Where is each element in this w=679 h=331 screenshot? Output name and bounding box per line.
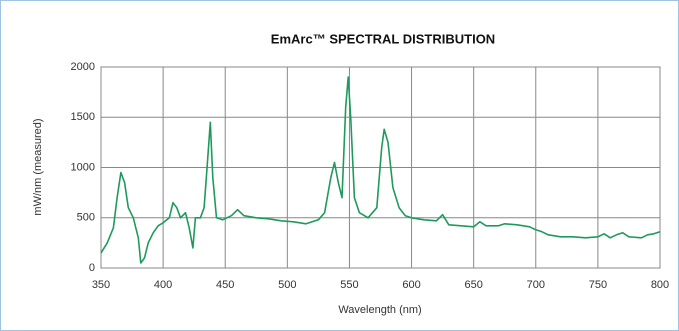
x-tick-label: 500 [278, 279, 296, 291]
y-tick-label: 0 [89, 262, 95, 274]
y-axis-label: mW/nm (measured) [32, 118, 44, 215]
x-tick-label: 600 [402, 279, 420, 291]
spectrum-line [100, 76, 661, 264]
x-tick-label: 750 [589, 279, 607, 291]
x-tick-label: 800 [651, 279, 669, 291]
x-tick-label: 550 [340, 279, 358, 291]
x-tick-label: 350 [92, 279, 110, 291]
x-tick-label: 700 [527, 279, 545, 291]
y-tick-label: 500 [77, 212, 95, 224]
x-tick-label: 400 [154, 279, 172, 291]
x-tick-label: 650 [464, 279, 482, 291]
x-tick-label: 450 [216, 279, 234, 291]
y-tick-label: 2000 [71, 61, 95, 73]
chart-title: EmArc™ SPECTRAL DISTRIBUTION [271, 31, 495, 46]
y-tick-label: 1500 [71, 111, 95, 123]
x-axis-label: Wavelength (nm) [338, 304, 421, 316]
y-tick-label: 1000 [71, 161, 95, 173]
